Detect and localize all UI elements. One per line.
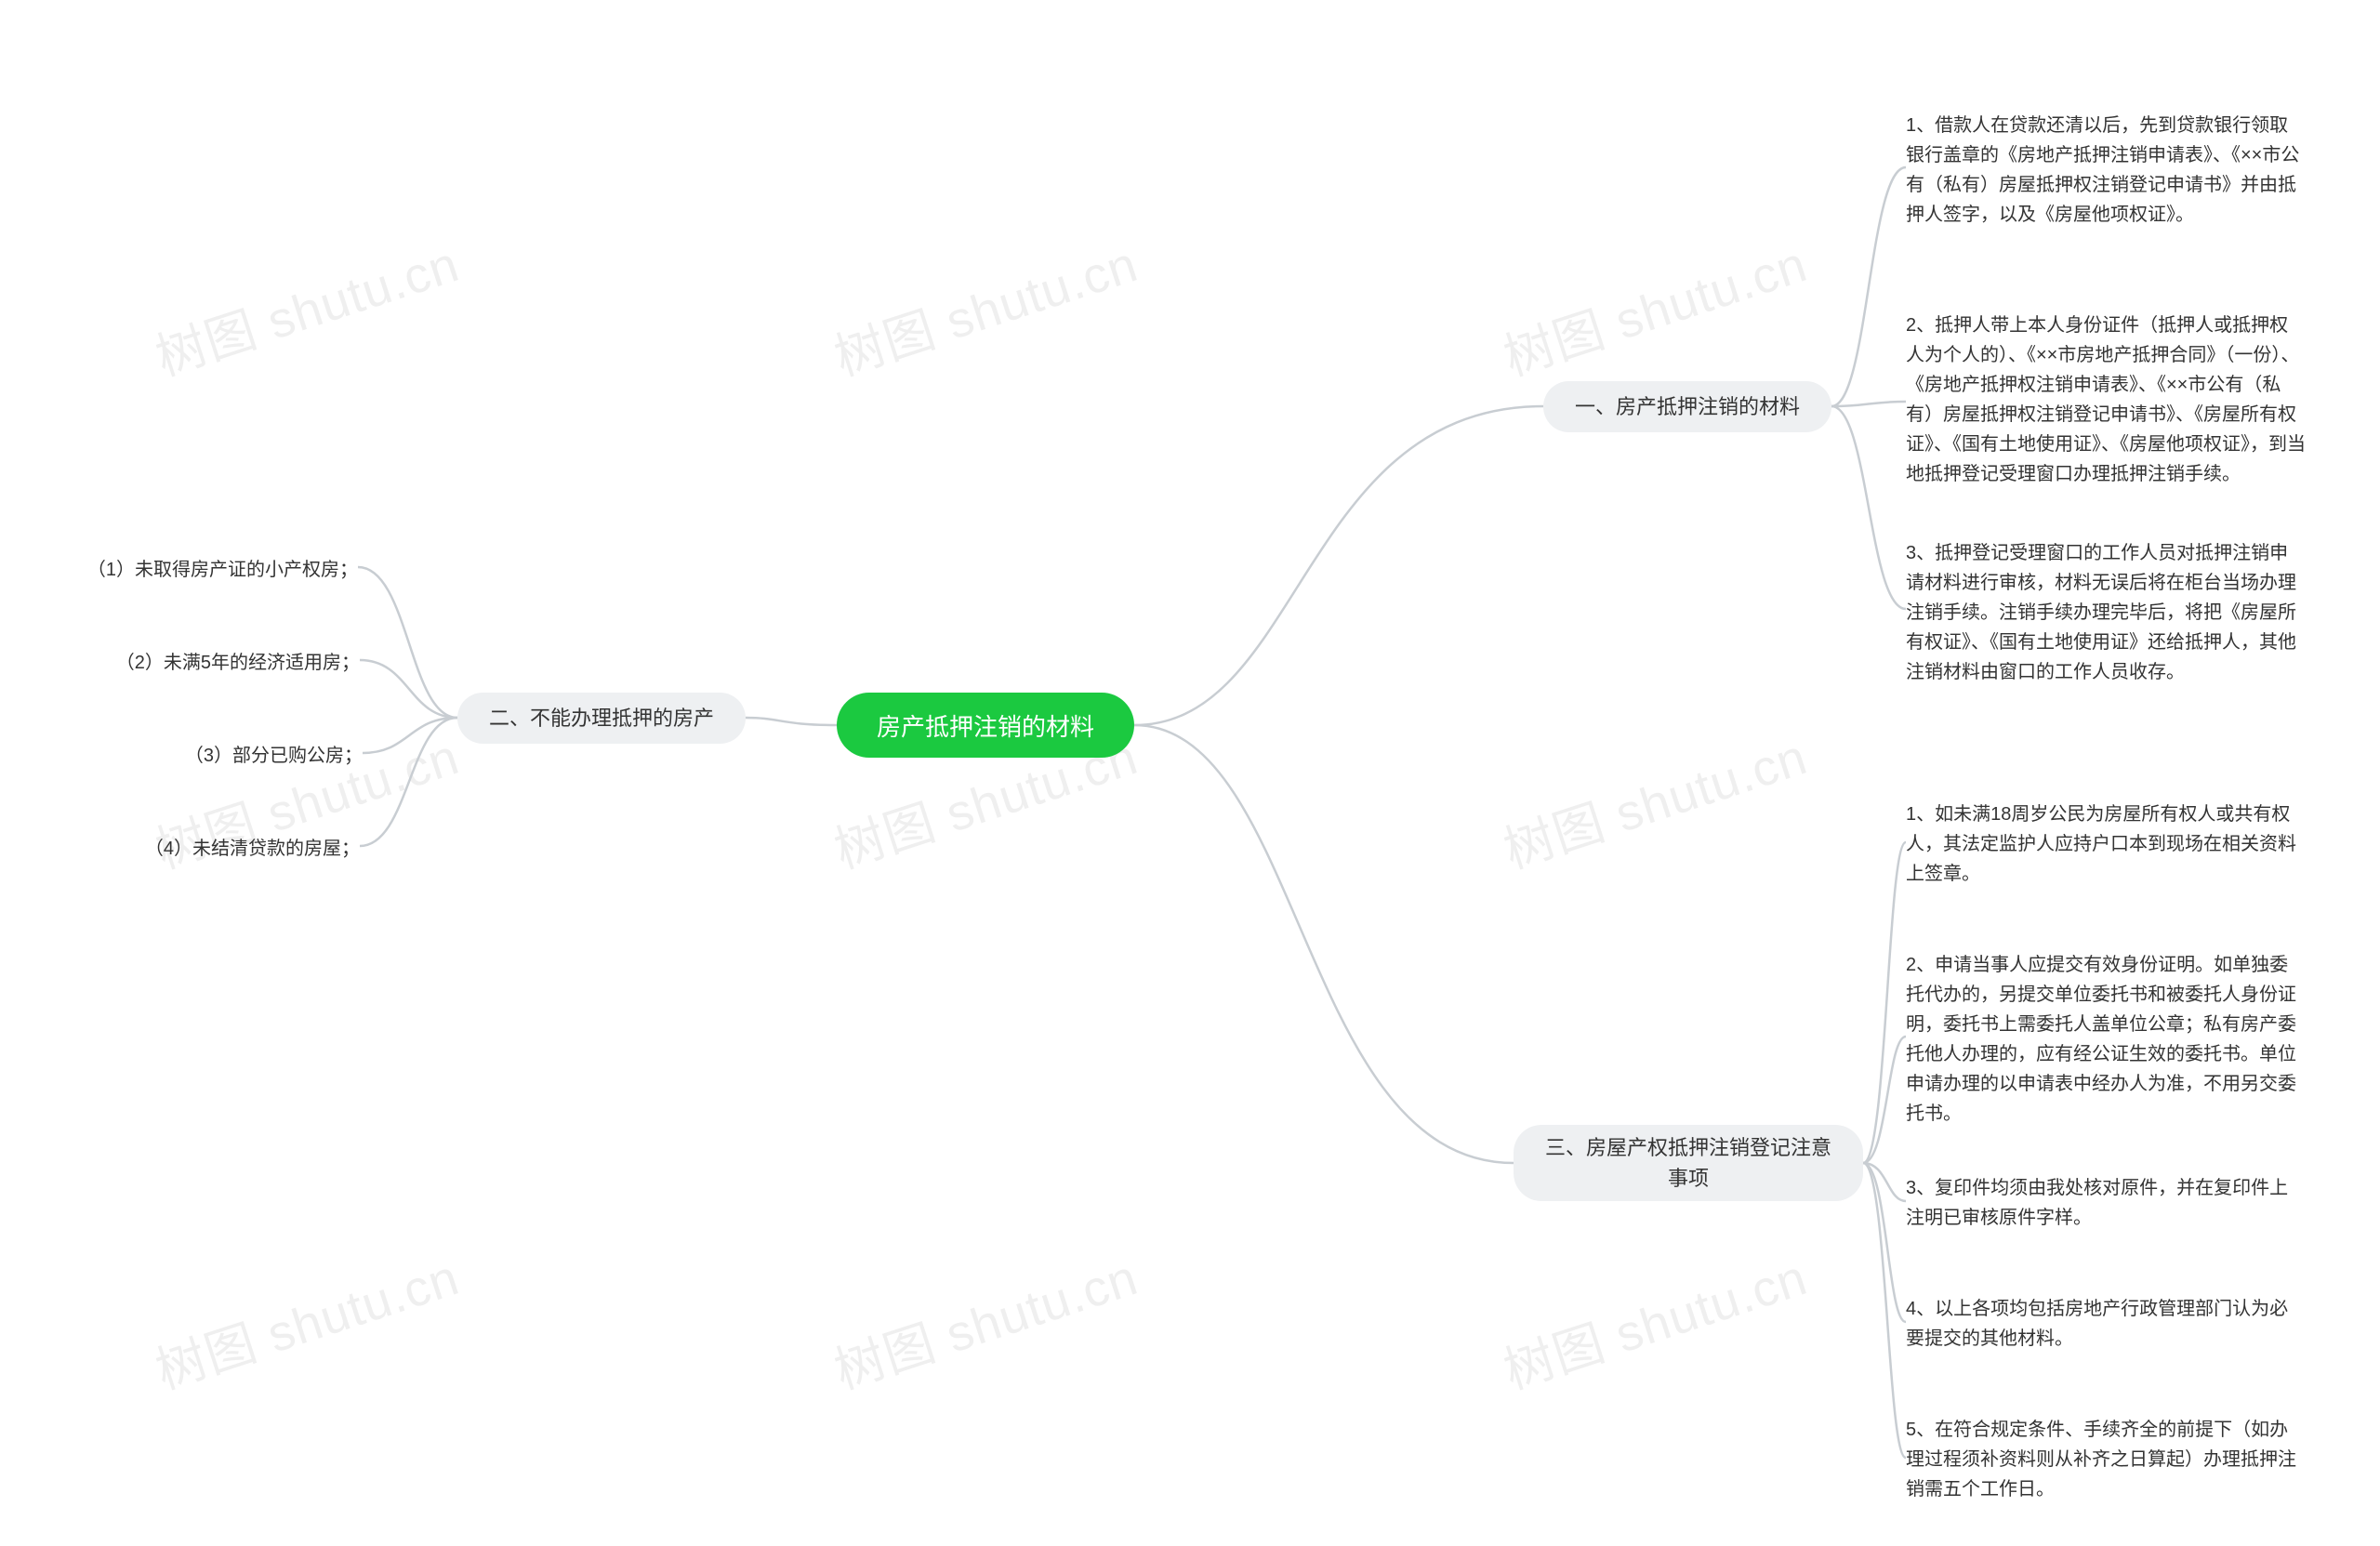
leaf-b3-1[interactable]: 2、申请当事人应提交有效身份证明。如单独委托代办的，另提交单位委托书和被委托人身… [1906, 946, 2306, 1132]
leaf-b1-0[interactable]: 1、借款人在贷款还清以后，先到贷款银行领取银行盖章的《房地产抵押注销申请表》、《… [1906, 107, 2306, 233]
leaf-b3-2[interactable]: 3、复印件均须由我处核对原件，并在复印件上注明已审核原件字样。 [1906, 1169, 2306, 1236]
watermark: 树图 shutu.cn [145, 1236, 467, 1404]
leaf-b2-2[interactable]: （3）部分已购公房； [158, 737, 363, 774]
leaf-b3-4[interactable]: 5、在符合规定条件、手续齐全的前提下（如办理过程须补资料则从补齐之日算起）办理抵… [1906, 1411, 2306, 1508]
leaf-b2-3[interactable]: （4）未结清贷款的房屋； [118, 830, 360, 867]
branch-node-2[interactable]: 二、不能办理抵押的房产 [457, 693, 746, 744]
leaf-b1-1[interactable]: 2、抵押人带上本人身份证件（抵押人或抵押权人为个人的）、《××市房地产抵押合同》… [1906, 307, 2306, 493]
leaf-b2-1[interactable]: （2）未满5年的经济适用房； [90, 644, 360, 681]
watermark: 树图 shutu.cn [1493, 1236, 1815, 1404]
watermark: 树图 shutu.cn [1493, 716, 1815, 883]
branch-node-1[interactable]: 一、房产抵押注销的材料 [1543, 381, 1831, 432]
leaf-b3-0[interactable]: 1、如未满18周岁公民为房屋所有权人或共有权人，其法定监护人应持户口本到现场在相… [1906, 796, 2306, 892]
watermark: 树图 shutu.cn [824, 1236, 1145, 1404]
leaf-b3-3[interactable]: 4、以上各项均包括房地产行政管理部门认为必要提交的其他材料。 [1906, 1290, 2306, 1357]
leaf-b1-2[interactable]: 3、抵押登记受理窗口的工作人员对抵押注销申请材料进行审核，材料无误后将在柜台当场… [1906, 535, 2306, 691]
branch-node-3[interactable]: 三、房屋产权抵押注销登记注意事项 [1514, 1125, 1863, 1201]
watermark: 树图 shutu.cn [145, 223, 467, 390]
watermark: 树图 shutu.cn [824, 223, 1145, 390]
watermark: 树图 shutu.cn [1493, 223, 1815, 390]
leaf-b2-0[interactable]: （1）未取得房产证的小产权房； [70, 551, 358, 588]
root-node[interactable]: 房产抵押注销的材料 [837, 693, 1134, 758]
